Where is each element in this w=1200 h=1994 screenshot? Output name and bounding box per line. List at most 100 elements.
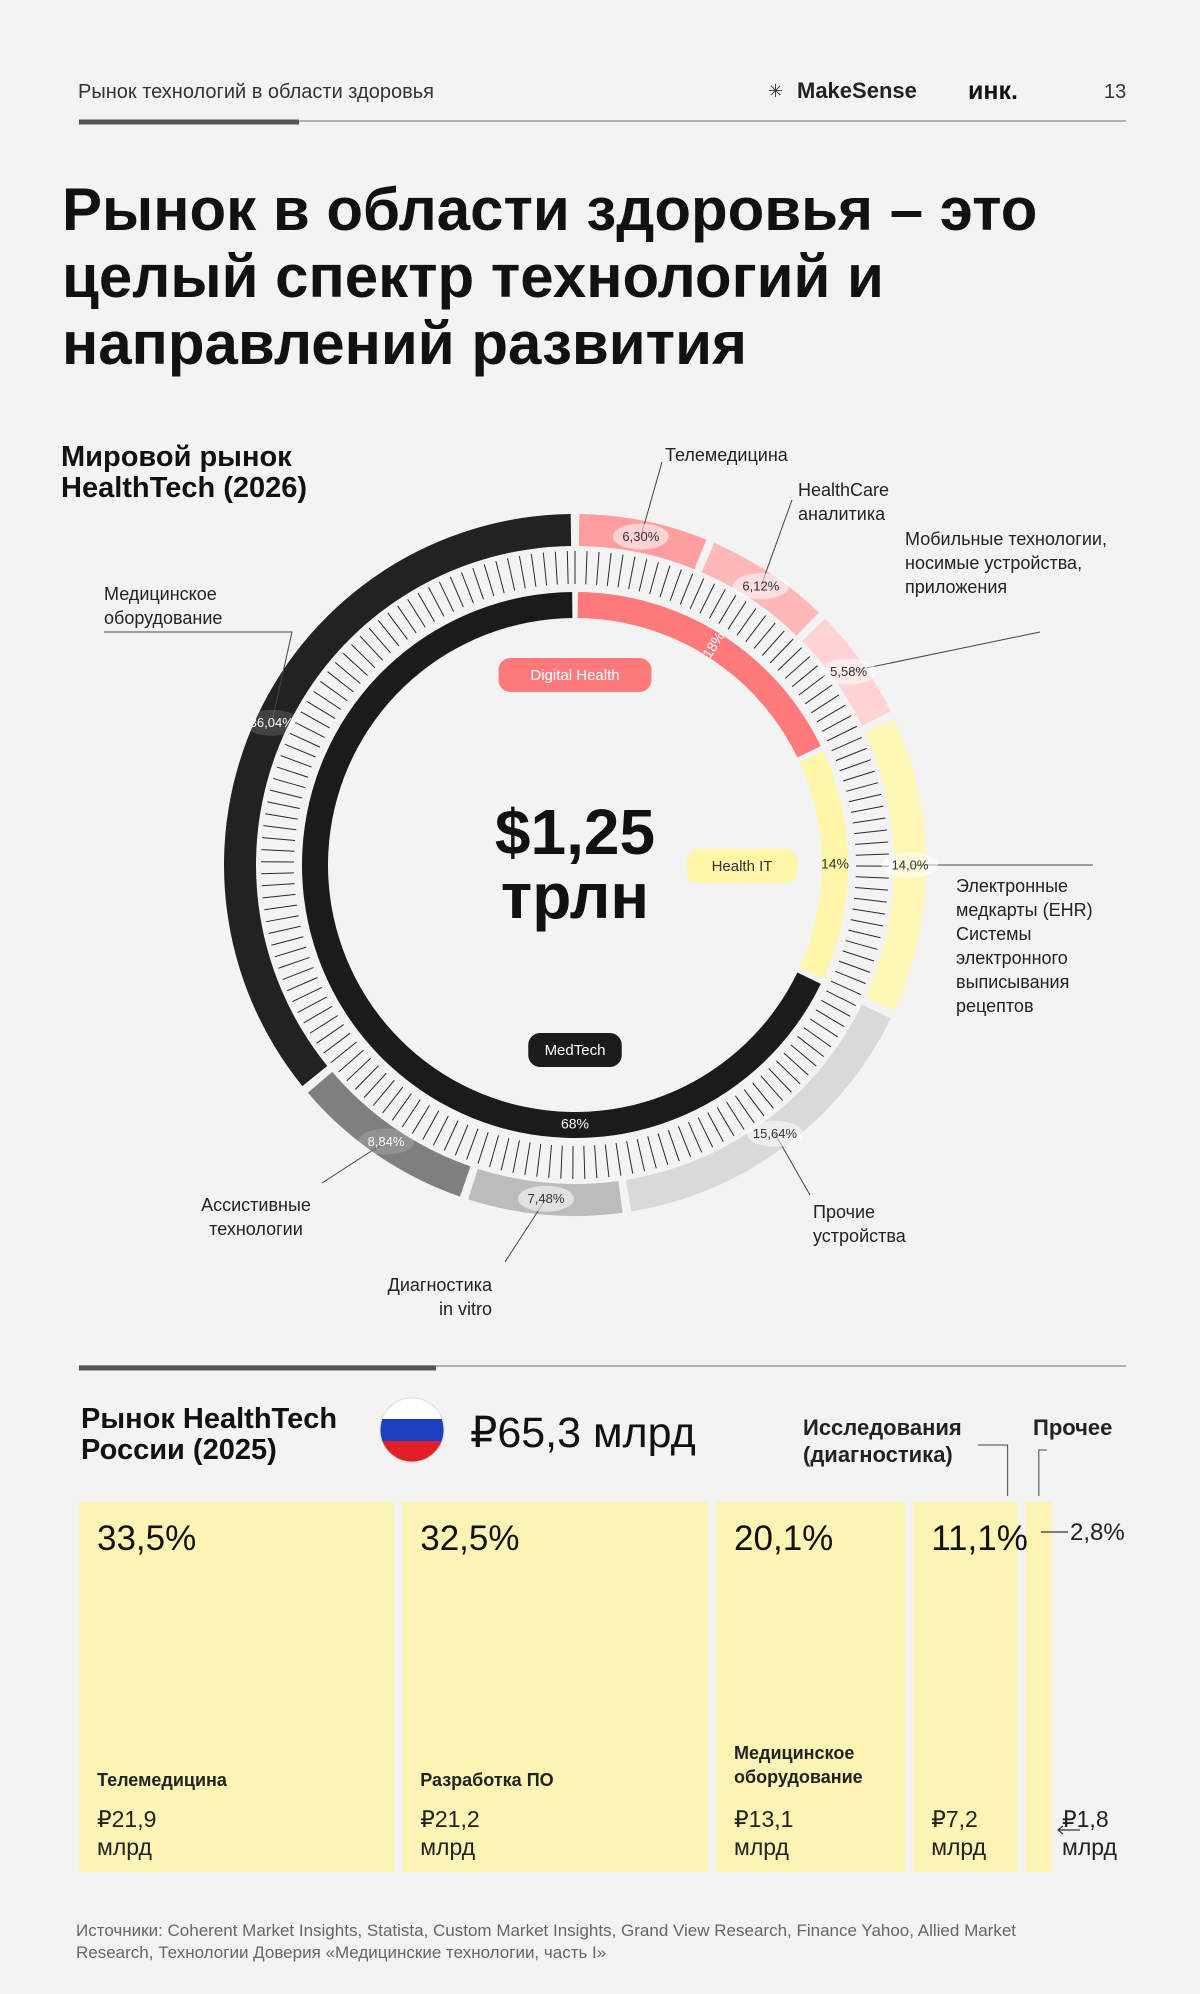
- segment-pct: 32,5%: [420, 1519, 520, 1558]
- hatch: [327, 671, 354, 693]
- bar-segment: [402, 1502, 709, 1872]
- hatch: [261, 883, 295, 887]
- hatch: [821, 999, 851, 1017]
- hatch: [432, 1115, 449, 1146]
- hatch: [850, 919, 884, 927]
- hatch: [566, 551, 569, 585]
- hatch: [855, 841, 889, 845]
- hatch: [443, 1120, 459, 1151]
- donut-title: Мировой рынок HealthTech (2026): [61, 441, 308, 504]
- hatch: [604, 1144, 610, 1178]
- hatch: [391, 1093, 412, 1121]
- hatch: [342, 652, 368, 676]
- hatch: [363, 1072, 387, 1098]
- hatch: [269, 789, 303, 799]
- hatch: [292, 986, 323, 1003]
- hatch: [687, 1121, 703, 1153]
- group-pill: [528, 1033, 622, 1067]
- hatch: [351, 644, 376, 669]
- group-label: Digital Health: [530, 667, 619, 684]
- hatch: [263, 825, 297, 831]
- segment-pct: 14,0%: [892, 857, 929, 872]
- hatch: [280, 755, 312, 768]
- leader-line: [321, 1141, 387, 1184]
- group-arc: [577, 592, 821, 758]
- hatch: [316, 1024, 344, 1044]
- hatch: [278, 956, 310, 969]
- hatch: [777, 647, 802, 671]
- hatch: [855, 853, 889, 856]
- hatch: [855, 876, 889, 879]
- hatch: [306, 700, 336, 720]
- hatch: [831, 736, 863, 752]
- hatch: [626, 1141, 634, 1174]
- hatch: [783, 1052, 809, 1076]
- hatch: [628, 556, 636, 590]
- segment-pct: 5,58%: [830, 664, 867, 679]
- hatch: [842, 950, 875, 962]
- group-label: MedTech: [545, 1042, 606, 1059]
- segment-amount: ₽21,2 млрд: [420, 1806, 480, 1860]
- flag-border: [379, 1397, 445, 1463]
- segment-amount: ₽1,8 млрд: [1062, 1806, 1117, 1860]
- center-value: $1,25: [494, 796, 656, 868]
- segment-amount: ₽7,2 млрд: [931, 1806, 987, 1860]
- hatch: [417, 592, 435, 622]
- hatch: [647, 1136, 657, 1169]
- hatch: [554, 551, 558, 585]
- pct-bubble: [732, 573, 789, 600]
- hatch: [536, 1143, 542, 1177]
- hatch: [804, 684, 833, 705]
- hatch: [268, 925, 301, 934]
- hatch: [725, 1101, 745, 1130]
- hatch: [709, 589, 726, 619]
- hatch: [784, 656, 811, 679]
- hatch: [287, 977, 318, 992]
- segment-arc: [224, 514, 572, 1087]
- segment-label: Мобильные технологии, носимые устройства…: [905, 529, 1107, 597]
- hatch: [761, 630, 785, 656]
- pct-bubble: [820, 658, 877, 685]
- hatch: [810, 694, 840, 714]
- hatch: [472, 567, 484, 600]
- pct-bubble: [882, 852, 938, 878]
- hatch: [271, 936, 304, 946]
- hatch: [500, 1138, 510, 1171]
- segment-amount: ₽13,1 млрд: [734, 1806, 794, 1860]
- hatch: [776, 1060, 801, 1085]
- leader-line: [760, 499, 793, 587]
- hatch: [845, 940, 878, 950]
- hatch: [768, 1068, 792, 1093]
- hatch: [262, 893, 296, 899]
- hatch: [594, 1145, 598, 1179]
- hatch: [477, 1132, 489, 1164]
- pct-bubble: [746, 1120, 803, 1147]
- hatch: [261, 849, 295, 852]
- segment-label: Медицинское оборудование: [734, 1743, 863, 1787]
- hatch: [460, 572, 474, 604]
- hatch: [372, 1079, 395, 1106]
- hatch: [699, 583, 716, 614]
- hatch: [507, 558, 516, 591]
- hatch: [560, 1145, 563, 1179]
- hatch: [821, 715, 852, 732]
- hatch: [382, 1086, 404, 1114]
- group-label: Health IT: [712, 858, 773, 875]
- hatch: [483, 564, 495, 597]
- hatch: [798, 674, 826, 696]
- segment-label: Телемедицина: [97, 1770, 227, 1790]
- hatch: [834, 970, 866, 985]
- segment-pct: 6,12%: [742, 579, 779, 594]
- hatch: [346, 1057, 372, 1082]
- hatch: [583, 1145, 586, 1179]
- hatch: [264, 904, 297, 911]
- hatch: [309, 1015, 339, 1034]
- brand-star: ✳: [768, 81, 783, 101]
- bar-segment: [716, 1502, 906, 1872]
- hatch: [449, 576, 464, 608]
- hatch: [669, 569, 682, 601]
- hatch: [323, 1032, 351, 1054]
- hatch: [303, 1005, 333, 1024]
- hatch: [689, 578, 705, 609]
